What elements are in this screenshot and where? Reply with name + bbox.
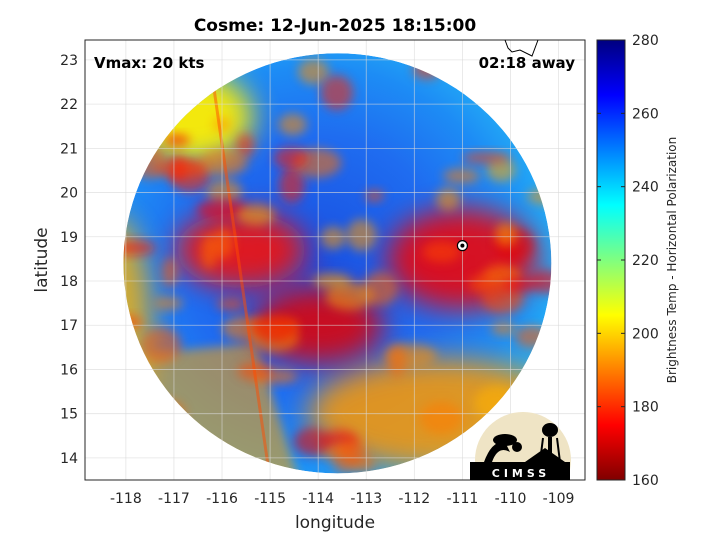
- texture-blob: [346, 219, 377, 252]
- texture-blob: [343, 439, 366, 464]
- texture-blob: [495, 222, 517, 247]
- x-tick-label: -114: [302, 491, 334, 507]
- colorbar-tick-label: 280: [632, 33, 659, 49]
- texture-blob: [436, 187, 461, 211]
- texture-blob: [200, 234, 218, 270]
- texture-blob: [279, 167, 305, 203]
- texture-blob: [236, 204, 276, 226]
- texture-blob: [235, 133, 255, 158]
- texture-blob: [325, 282, 374, 311]
- texture-blob: [481, 283, 524, 315]
- colorbar-tick-label: 260: [632, 106, 659, 122]
- texture-blob: [486, 158, 516, 182]
- plot-frame: [84, 39, 586, 481]
- texture-blob: [387, 344, 407, 378]
- colorbar-tick-label: 160: [632, 473, 659, 489]
- texture-blob: [462, 151, 511, 165]
- chart-title: Cosme: 12-Jun-2025 18:15:00: [194, 16, 477, 36]
- y-tick-label: 21: [60, 141, 78, 157]
- x-tick-label: -117: [158, 491, 190, 507]
- grid-lines: [85, 40, 585, 480]
- x-tick-label: -109: [543, 491, 575, 507]
- texture-blob: [216, 298, 245, 311]
- colorbar-tick-label: 200: [632, 326, 659, 342]
- y-tick-label: 19: [60, 230, 78, 246]
- texture-blob: [212, 228, 234, 259]
- x-tick-label: -112: [398, 491, 430, 507]
- texture-blob: [419, 401, 464, 435]
- texture-blob: [443, 168, 481, 184]
- texture-blob: [251, 314, 297, 342]
- x-tick-label: -111: [447, 491, 479, 507]
- time-away-annotation: 02:18 away: [479, 54, 576, 72]
- texture-blob: [123, 239, 156, 256]
- texture-blob: [320, 74, 354, 111]
- y-tick-label: 18: [60, 274, 78, 290]
- texture-blob: [273, 146, 308, 170]
- colorbar-label: Brightness Temp - Horizontal Polarizatio…: [665, 137, 679, 384]
- texture-blob: [503, 277, 536, 292]
- x-tick-labels: -118 -117 -116 -115 -114 -113 -112 -111 -110 -109: [110, 491, 574, 507]
- y-tick-label: 20: [60, 186, 78, 202]
- cimss-logo: CIMSS: [470, 412, 571, 480]
- x-tick-label: -116: [206, 491, 238, 507]
- x-tick-label: -118: [110, 491, 142, 507]
- texture-blob: [422, 241, 461, 263]
- storm-center-marker: [456, 240, 469, 252]
- x-tick-label: -113: [350, 491, 382, 507]
- storm-center-dot: [460, 243, 465, 248]
- x-tick-label: -115: [254, 491, 286, 507]
- y-tick-label: 16: [60, 362, 78, 378]
- x-axis-label: longitude: [295, 513, 375, 533]
- cimss-logo-text: CIMSS: [492, 467, 550, 480]
- texture-blob: [153, 296, 184, 310]
- y-axis-label: latitude: [32, 227, 52, 292]
- texture-blob: [141, 327, 182, 363]
- colorbar-ticks: 160 180 200 220 240 260 280: [597, 33, 659, 489]
- colorbar-tick-label: 180: [632, 400, 659, 416]
- colorbar-tick-label: 220: [632, 253, 659, 269]
- texture-blob: [161, 257, 179, 288]
- texture-blob: [205, 179, 243, 203]
- coastline: [504, 39, 539, 57]
- vmax-annotation: Vmax: 20 kts: [94, 54, 204, 72]
- colorbar-tick-label: 240: [632, 180, 659, 196]
- texture-blob: [364, 189, 385, 202]
- texture-blob: [528, 270, 552, 294]
- texture-blob: [297, 59, 330, 85]
- y-tick-label: 15: [60, 407, 78, 423]
- texture-blob: [155, 159, 207, 179]
- texture-blob: [164, 133, 190, 147]
- y-tick-label: 17: [60, 318, 78, 334]
- y-tick-label: 23: [60, 53, 78, 69]
- texture-blob: [491, 322, 516, 336]
- x-tick-label: -110: [495, 491, 527, 507]
- colorbar: [596, 39, 626, 481]
- texture-blob: [293, 427, 330, 456]
- y-tick-label: 22: [60, 97, 78, 113]
- texture-blob: [278, 113, 307, 136]
- y-tick-labels: 14 15 16 17 18 19 20 21 22 23: [60, 53, 78, 467]
- y-tick-label: 14: [60, 451, 78, 467]
- texture-blob: [320, 226, 346, 250]
